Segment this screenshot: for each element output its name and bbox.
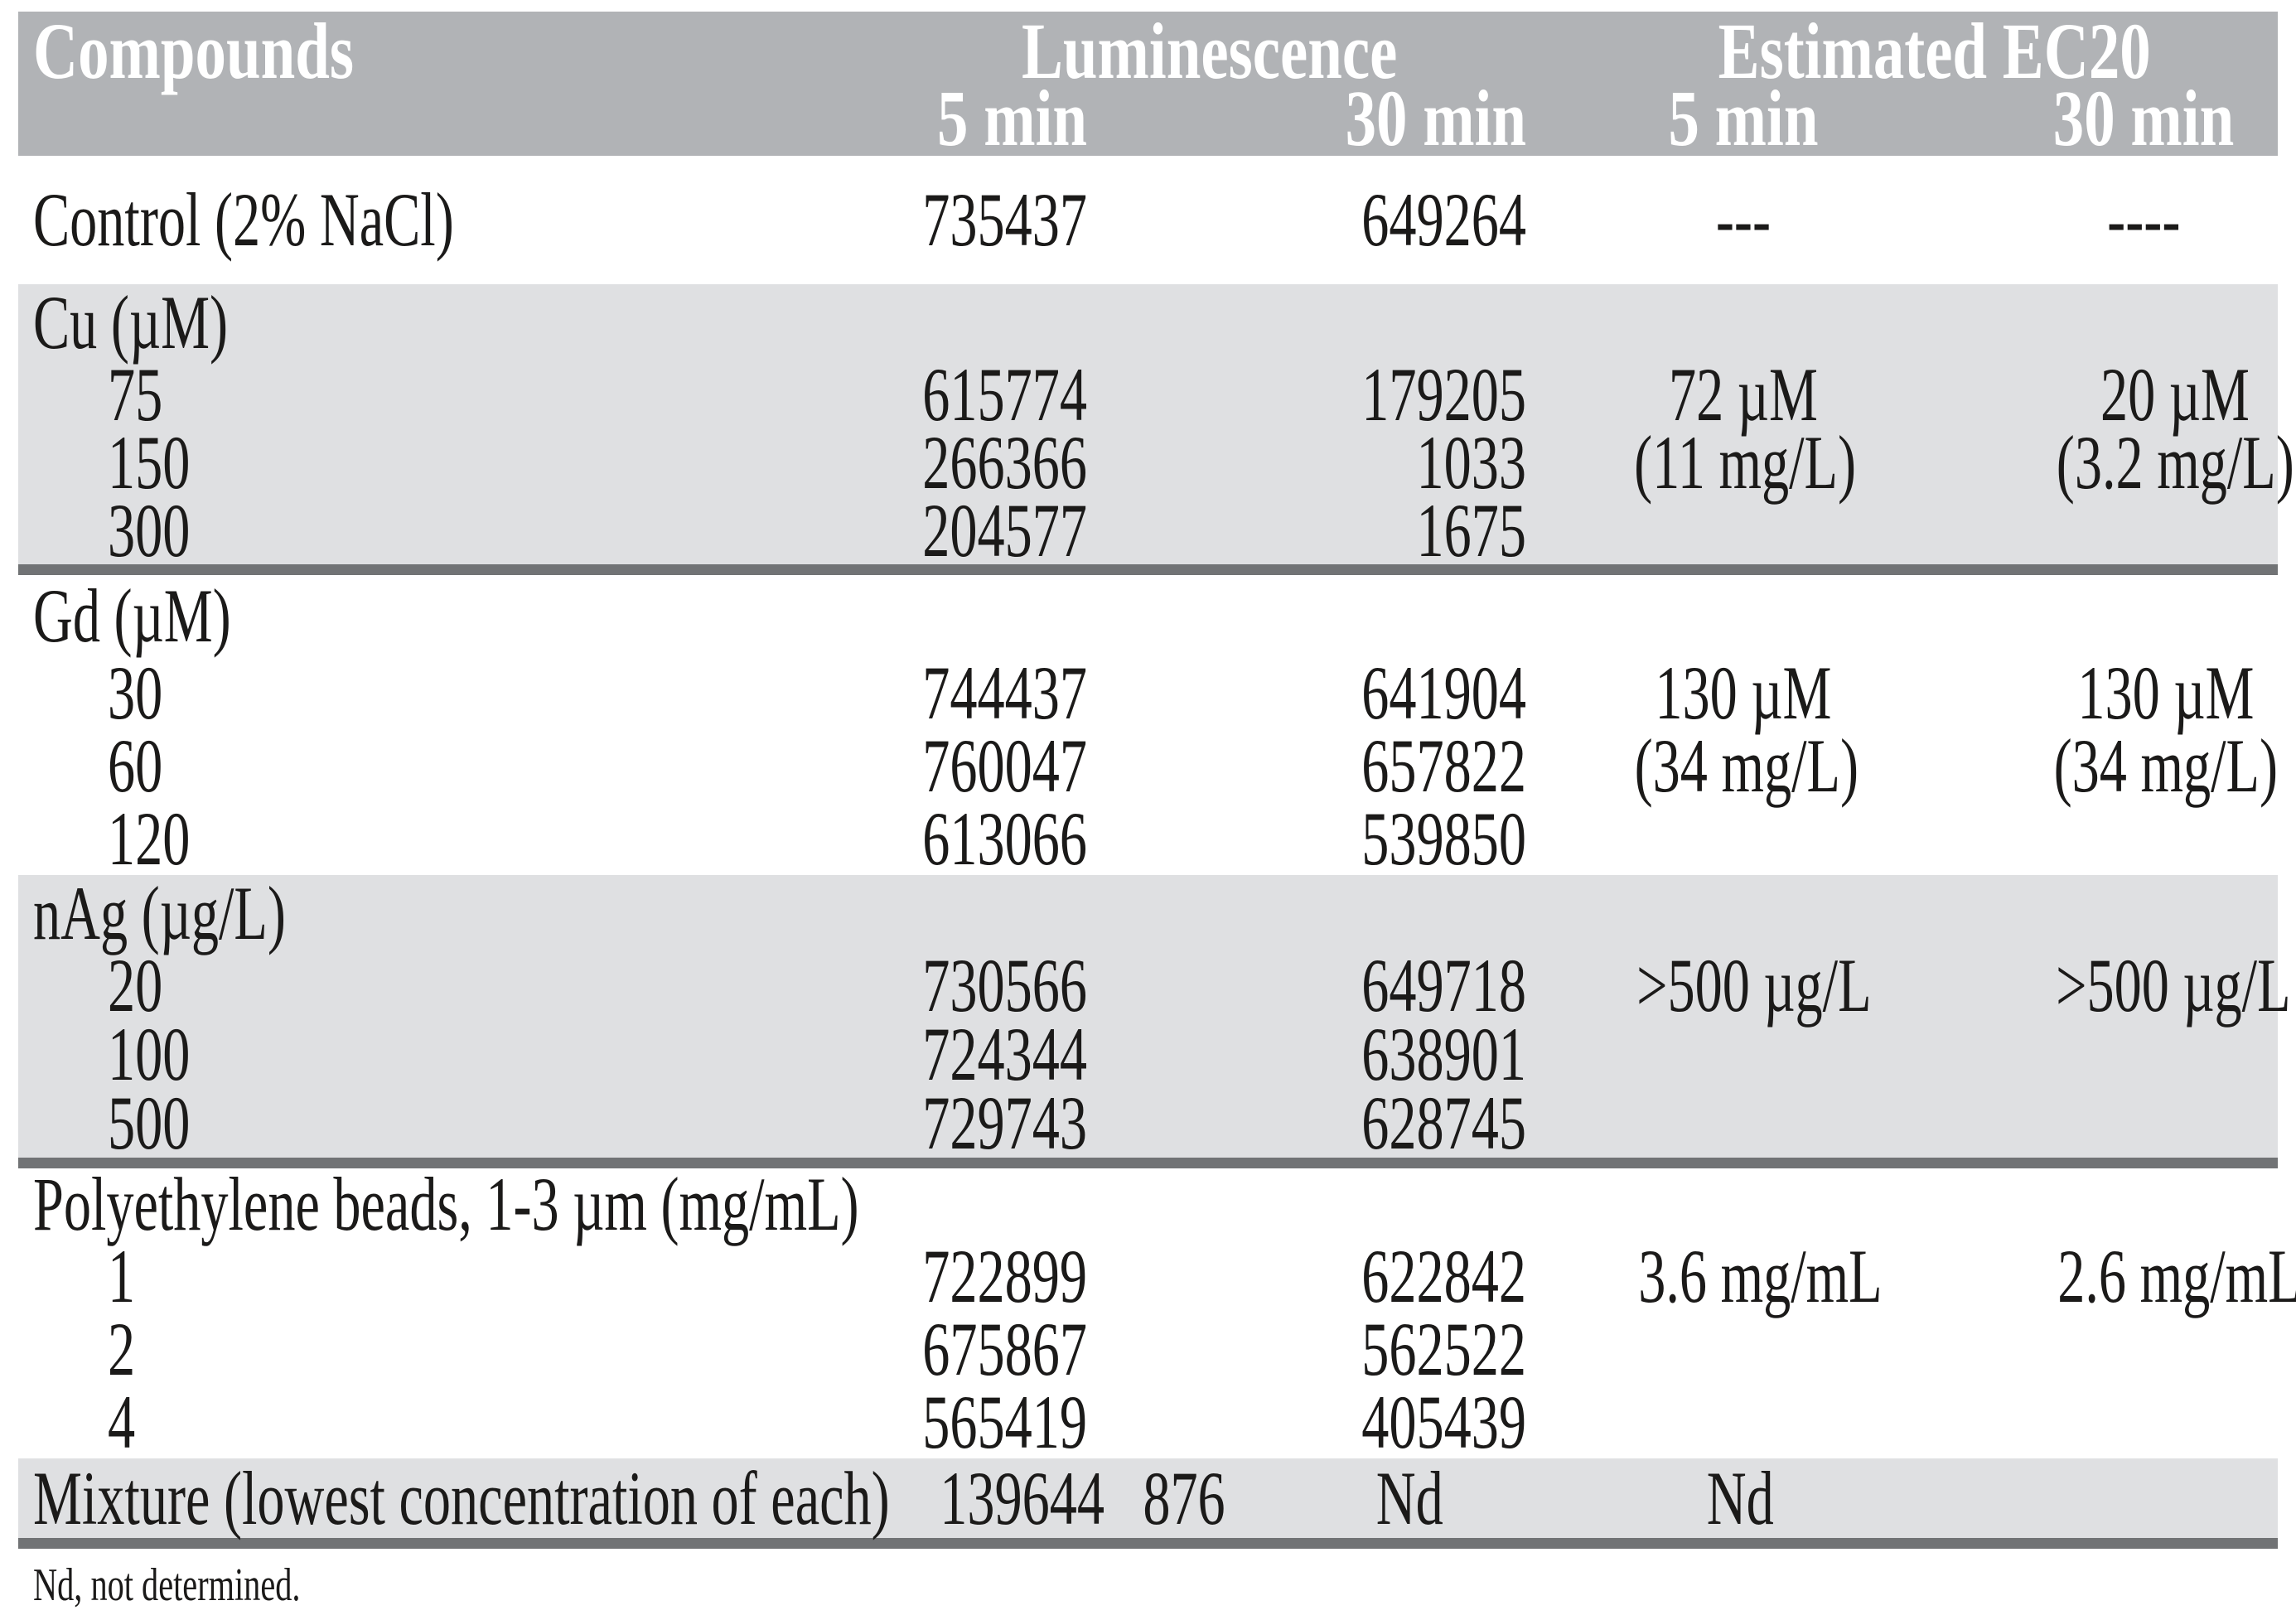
luminescence-5min-value: 565419 (922, 1380, 1087, 1464)
ec20-5min-value-line: 130 µM (1655, 650, 1832, 735)
ec20-5min-value-line: (34 mg/L) (1634, 723, 1859, 808)
concentration-value: 75 (108, 352, 163, 437)
section-1: Gd (µM) 30 744437 641904 60 760047 657822 120 61… (18, 573, 2278, 881)
ec20-30min-value: 20 µM (3.2 mg/L) (1939, 352, 2296, 564)
luminescence-5min-value: 613066 (922, 796, 1087, 881)
ec20-30min-value-line: >500 µg/L (2056, 943, 2291, 1028)
ec20-5min-value-line: >500 µg/L (1636, 943, 1872, 1028)
section-label: Cu (µM) (33, 280, 229, 365)
table-header: Compounds Luminescence Estimated EC20 5 … (18, 7, 2278, 162)
ec20-5min-value: 130 µM (34 mg/L) (1591, 650, 1939, 875)
luminescence-30min-value: 641904 (1361, 650, 1526, 735)
luminescence-30min-value: 622842 (1361, 1234, 1526, 1318)
ec20-5min-value: 72 µM (11 mg/L) (1591, 352, 1939, 564)
concentration-value: 500 (108, 1081, 191, 1165)
luminescence-5min-value: 730566 (922, 943, 1087, 1028)
subcol-luminescence-30min: 30 min (1345, 74, 1526, 162)
ec20-30min-value: 2.6 mg/mL (1939, 1234, 2296, 1458)
luminescence-5min-value: 729743 (922, 1081, 1087, 1165)
col-header-compounds: Compounds (33, 7, 355, 95)
section-label: Gd (µM) (33, 573, 231, 658)
luminescence-5min-value: 724344 (922, 1012, 1087, 1096)
concentration-value: 60 (108, 723, 163, 808)
control-label: Control (2% NaCl) (33, 177, 454, 262)
luminescence-30min-value: 649718 (1361, 943, 1526, 1028)
mixture-ec20-5min: Nd (1376, 1456, 1443, 1540)
ec20-5min-value: 3.6 mg/mL (1591, 1234, 1939, 1458)
luminescence-30min-value: 179205 (1361, 352, 1526, 437)
luminescence-30min-value: 657822 (1361, 723, 1526, 808)
luminescence-5min-value: 204577 (922, 488, 1087, 573)
section-label: nAg (µg/L) (33, 871, 286, 955)
concentration-value: 4 (108, 1380, 136, 1464)
subcol-luminescence-5min: 5 min (937, 74, 1087, 162)
section-label: Polyethylene beads, 1-3 µm (mg/mL) (33, 1162, 859, 1246)
control-lum-5min: 735437 (922, 177, 1087, 262)
luminescence-30min-value: 638901 (1361, 1012, 1526, 1096)
luminescence-5min-value: 615774 (922, 352, 1087, 437)
concentration-value: 150 (108, 420, 191, 505)
ec20-30min-value-line: (34 mg/L) (2053, 723, 2279, 808)
luminescence-5min-value: 266366 (922, 420, 1087, 505)
concentration-value: 1 (108, 1234, 136, 1318)
ec20-5min-value-line: 3.6 mg/mL (1638, 1234, 1883, 1318)
luminescence-30min-value: 405439 (1361, 1380, 1526, 1464)
luminescence-30min-value: 628745 (1361, 1081, 1526, 1165)
luminescence-5min-value: 722899 (922, 1234, 1087, 1318)
control-lum-30min: 649264 (1361, 177, 1526, 262)
luminescence-30min-value: 539850 (1361, 796, 1526, 881)
section-2: nAg (µg/L) 20 730566 649718 100 724344 638901 5… (18, 871, 2291, 1168)
ec20-30min-value: >500 µg/L (1939, 943, 2296, 1158)
luminescence-5min-value: 675867 (922, 1307, 1087, 1391)
row-mixture: Mixture (lowest concentration of each) 1… (18, 1458, 2278, 1549)
subcol-ec20-5min: 5 min (1668, 74, 1819, 162)
ec20-30min-value: 130 µM (34 mg/L) (1939, 650, 2296, 875)
mixture-lum-5min: 139644 (940, 1456, 1104, 1540)
ec20-30min-value-line: (3.2 mg/L) (2056, 420, 2294, 505)
luminescence-5min-value: 760047 (922, 723, 1087, 808)
col-header-luminescence: Luminescence (1022, 7, 1398, 95)
ec20-5min-value-line: 72 µM (1669, 352, 1818, 437)
ec20-30min-value-line: 2.6 mg/mL (2057, 1234, 2296, 1318)
row-control: Control (2% NaCl) 735437 649264 --- ---- (18, 156, 2278, 284)
col-header-ec20: Estimated EC20 (1718, 7, 2151, 95)
concentration-value: 120 (108, 796, 191, 881)
concentration-value: 30 (108, 650, 163, 735)
section-3: Polyethylene beads, 1-3 µm (mg/mL) 1 72289… (18, 1162, 2296, 1464)
mixture-lum-30min: 876 (1143, 1456, 1225, 1540)
concentration-value: 100 (108, 1012, 191, 1096)
ec20-30min-value-line: 130 µM (2077, 650, 2255, 735)
concentration-value: 300 (108, 488, 191, 573)
ec20-5min-value-line: (11 mg/L) (1634, 420, 1857, 505)
luminescence-30min-value: 1033 (1416, 420, 1526, 505)
compound-sections: Cu (µM) 75 615774 179205 150 266366 1033 300 204… (0, 280, 2296, 1464)
control-ec20-5min: --- (1715, 177, 1772, 262)
luminescence-5min-value: 744437 (922, 650, 1087, 735)
ec20-5min-value: >500 µg/L (1591, 943, 1939, 1158)
subcol-ec20-30min: 30 min (2053, 74, 2235, 162)
mixture-ec20-30min: Nd (1706, 1456, 1774, 1540)
concentration-value: 2 (108, 1307, 136, 1391)
luminescence-30min-value: 1675 (1416, 488, 1526, 573)
concentration-value: 20 (108, 943, 163, 1028)
footnote: Nd, not determined. (33, 1560, 301, 1611)
mixture-label: Mixture (lowest concentration of each) (33, 1456, 890, 1540)
control-ec20-30min: ---- (2107, 177, 2181, 262)
section-0: Cu (µM) 75 615774 179205 150 266366 1033 300 204… (18, 280, 2294, 575)
ec20-30min-value-line: 20 µM (2100, 352, 2250, 437)
luminescence-30min-value: 562522 (1361, 1307, 1526, 1391)
